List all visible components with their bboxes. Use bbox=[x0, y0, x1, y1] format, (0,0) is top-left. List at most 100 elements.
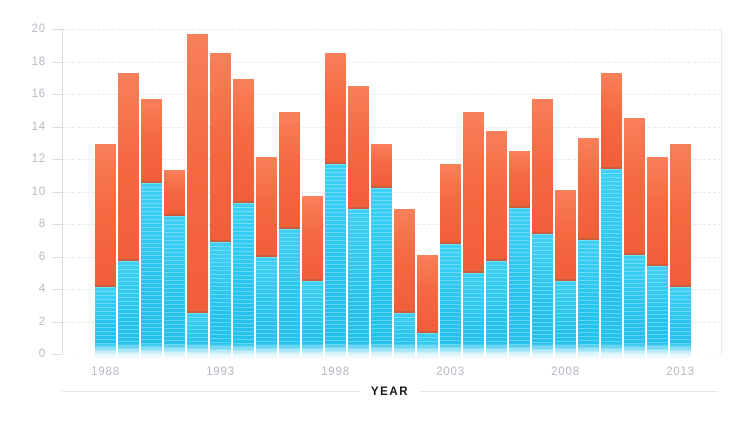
bar-segment-orange bbox=[417, 254, 438, 333]
bar-segment-orange bbox=[256, 157, 277, 257]
bar-group bbox=[647, 157, 668, 359]
bar-group bbox=[440, 163, 461, 359]
bar-segment-orange bbox=[187, 33, 208, 314]
bar-segment-orange bbox=[647, 157, 668, 267]
bar-group bbox=[394, 209, 415, 359]
bar-segment-orange bbox=[555, 189, 576, 281]
bar-segment-cyan bbox=[578, 240, 599, 359]
y-axis-line bbox=[62, 29, 63, 354]
bar-group bbox=[118, 72, 139, 359]
bar-segment-orange bbox=[141, 98, 162, 184]
bar-segment-orange bbox=[348, 85, 369, 210]
bar-segment-cyan bbox=[95, 287, 116, 359]
bar-segment-cyan bbox=[532, 233, 553, 359]
bar-segment-cyan bbox=[601, 168, 622, 359]
bar-segment-cyan bbox=[486, 261, 507, 359]
bar-segment-cyan bbox=[371, 188, 392, 359]
y-axis-tick bbox=[52, 354, 62, 355]
bar-segment-orange bbox=[325, 53, 346, 164]
bar-segment-orange bbox=[509, 150, 530, 208]
y-tick-label: 4 bbox=[38, 283, 46, 295]
bar-segment-orange bbox=[279, 111, 300, 229]
bar-segment-orange bbox=[624, 118, 645, 255]
x-tick-label: 1998 bbox=[321, 366, 350, 378]
y-axis-tick bbox=[52, 159, 62, 160]
y-axis-tick bbox=[52, 321, 62, 323]
y-tick-label: 14 bbox=[31, 120, 46, 133]
gridline bbox=[62, 61, 721, 63]
x-tick-label: 2003 bbox=[436, 366, 465, 378]
bar-segment-cyan bbox=[164, 215, 185, 359]
bar-segment-orange bbox=[233, 79, 254, 203]
x-tick-label: 1988 bbox=[91, 366, 120, 378]
bar-segment-orange bbox=[601, 72, 622, 169]
y-axis-tick bbox=[52, 61, 62, 63]
bar-segment-cyan bbox=[555, 280, 576, 359]
x-tick-label: 1993 bbox=[206, 366, 235, 378]
bar-segment-orange bbox=[371, 144, 392, 189]
bar-segment-orange bbox=[463, 111, 484, 273]
y-tick-label: 2 bbox=[38, 315, 46, 328]
y-axis-tick bbox=[52, 289, 62, 290]
bar-group bbox=[302, 196, 323, 359]
bar-segment-cyan bbox=[440, 243, 461, 359]
bar-group bbox=[463, 111, 484, 359]
bar-segment-cyan bbox=[118, 261, 139, 359]
bar-segment-cyan bbox=[302, 280, 323, 359]
bar-segment-cyan bbox=[256, 256, 277, 359]
y-tick-label: 6 bbox=[38, 250, 46, 263]
y-axis-tick bbox=[52, 256, 62, 258]
y-axis-tick bbox=[52, 29, 62, 30]
y-tick-label: 8 bbox=[38, 218, 46, 230]
y-axis-tick bbox=[52, 191, 62, 193]
bar-segment-orange bbox=[118, 72, 139, 262]
y-tick-label: 10 bbox=[31, 185, 46, 198]
bar-group bbox=[256, 157, 277, 359]
y-axis-tick bbox=[52, 94, 62, 95]
baseline-fade bbox=[63, 343, 721, 360]
y-tick-label: 12 bbox=[31, 153, 46, 165]
bar-group bbox=[555, 189, 576, 359]
bar-group bbox=[141, 98, 162, 359]
bar-segment-orange bbox=[578, 137, 599, 241]
bar-segment-orange bbox=[670, 144, 691, 288]
bar-segment-orange bbox=[532, 98, 553, 234]
bar-segment-cyan bbox=[141, 183, 162, 359]
bar-segment-cyan bbox=[463, 272, 484, 359]
bar-segment-cyan bbox=[348, 209, 369, 359]
bar-segment-orange bbox=[394, 209, 415, 314]
bar-group bbox=[210, 53, 231, 359]
y-tick-label: 20 bbox=[31, 23, 46, 35]
x-tick-label: 2013 bbox=[666, 366, 695, 378]
bar-group bbox=[486, 131, 507, 359]
bar-segment-cyan bbox=[233, 202, 254, 359]
bar-segment-orange bbox=[164, 170, 185, 216]
separator-line-left bbox=[62, 391, 360, 392]
separator-line-right bbox=[420, 391, 719, 392]
y-tick-label: 18 bbox=[31, 55, 46, 68]
bar-group bbox=[164, 170, 185, 359]
bar-group bbox=[187, 33, 208, 359]
y-tick-label: 0 bbox=[38, 348, 46, 360]
bar-group bbox=[371, 144, 392, 359]
bar-group bbox=[95, 144, 116, 359]
x-axis-title: YEAR bbox=[370, 385, 410, 398]
bar-group bbox=[279, 111, 300, 359]
gridline bbox=[62, 94, 721, 95]
bar-group bbox=[624, 118, 645, 359]
bar-group bbox=[670, 144, 691, 359]
bar-segment-cyan bbox=[509, 207, 530, 359]
bar-group bbox=[601, 72, 622, 359]
bar-segment-orange bbox=[95, 144, 116, 288]
gridline bbox=[62, 126, 721, 128]
bar-segment-orange bbox=[486, 131, 507, 262]
x-axis-title-row: YEAR bbox=[62, 385, 719, 398]
bar-group bbox=[532, 98, 553, 359]
bar-segment-cyan bbox=[624, 254, 645, 359]
bar-segment-cyan bbox=[210, 241, 231, 359]
bar-group bbox=[578, 137, 599, 359]
x-tick-label: 2008 bbox=[551, 366, 580, 378]
bar-segment-cyan bbox=[325, 163, 346, 359]
bar-segment-orange bbox=[440, 163, 461, 244]
